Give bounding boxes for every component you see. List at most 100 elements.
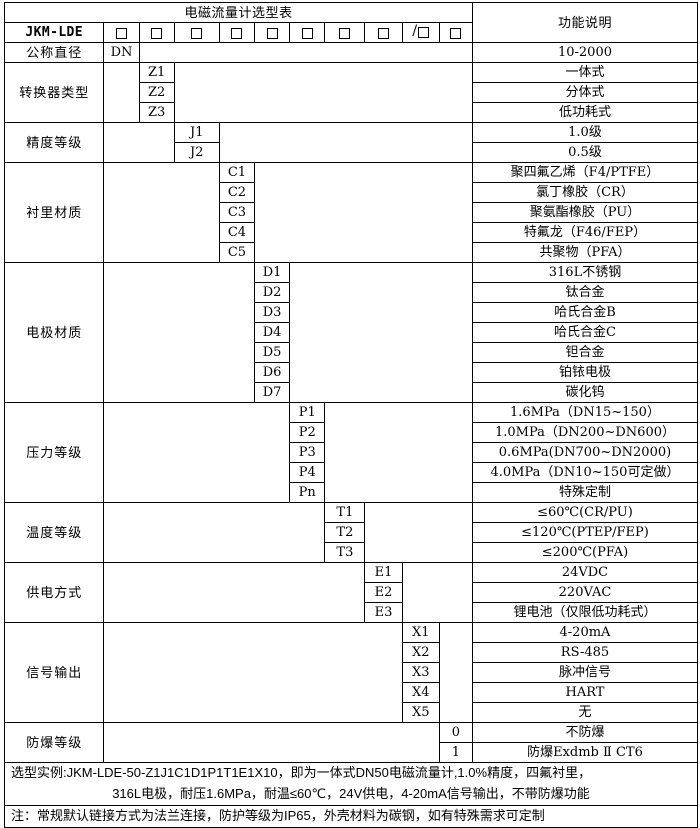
code-cell-x2[interactable]: X2	[401, 642, 440, 663]
model-code-cell-9[interactable]: /	[401, 22, 440, 43]
code-cell-z1[interactable]: Z1	[138, 62, 175, 83]
description-cell: ≤120℃(PTEP/FEP)	[471, 522, 699, 543]
model-code-cell-3[interactable]	[173, 22, 220, 43]
code-cell-x1[interactable]: X1	[401, 622, 440, 643]
spacer-left-10	[103, 722, 440, 763]
row-label-8: 供电方式	[3, 562, 105, 623]
code-cell-d7[interactable]: D7	[254, 382, 291, 403]
spacer-left-6	[103, 402, 291, 503]
code-cell-0[interactable]: 0	[438, 722, 473, 743]
code-cell-p3[interactable]: P3	[289, 442, 326, 463]
table-body: 电磁流量计选型表 功能说明 JKM-LDE / 公称直径 DN 10-2000 转换器类型 Z1…	[3, 2, 699, 763]
code-cell-d1[interactable]: D1	[254, 262, 291, 283]
code-cell-e3[interactable]: E3	[364, 602, 403, 623]
table-row: C3 聚氨酯橡胶（PU）	[5, 202, 699, 223]
row-label-4: 衬里材质	[3, 162, 105, 263]
code-cell-c5[interactable]: C5	[218, 242, 256, 263]
model-code-cell-10[interactable]	[438, 22, 473, 43]
slash-separator: /	[412, 23, 418, 40]
model-code-cell-7[interactable]	[324, 22, 366, 43]
spacer-left-7	[103, 502, 326, 563]
row-label-10: 防爆等级	[3, 722, 105, 763]
code-cell-c1[interactable]: C1	[218, 162, 256, 183]
code-cell-1[interactable]: 1	[438, 742, 473, 763]
spacer-right-5	[289, 262, 473, 403]
description-cell: 4.0MPa（DN10~150可定做）	[471, 462, 699, 483]
code-cell-pn[interactable]: Pn	[289, 482, 326, 503]
checkbox-8[interactable]	[378, 27, 390, 39]
description-cell: 无	[471, 702, 699, 723]
table-row: 压力等级 P1 1.6MPa（DN15~150）	[3, 402, 699, 503]
model-code-cell-2[interactable]	[138, 22, 175, 43]
description-cell: RS-485	[471, 642, 699, 663]
code-cell-t3[interactable]: T3	[324, 542, 366, 563]
example-line-2: 316L电极，耐压1.6MPa，耐温≤60℃，24V供电，4-20mA信号输出，…	[112, 785, 590, 801]
description-cell: 1.0MPa（DN200~DN600）	[471, 422, 699, 443]
spacer-right-3	[218, 122, 473, 163]
code-cell-p2[interactable]: P2	[289, 422, 326, 443]
table-row: 防爆等级 0 不防爆	[3, 722, 699, 763]
code-cell-c3[interactable]: C3	[218, 202, 256, 223]
code-cell-c2[interactable]: C2	[218, 182, 256, 203]
spacer-right-1	[138, 42, 473, 63]
model-code-cell-8[interactable]	[364, 22, 403, 43]
description-cell: 分体式	[471, 82, 699, 103]
checkbox-2[interactable]	[151, 27, 163, 39]
code-cell-x3[interactable]: X3	[401, 662, 440, 683]
description-cell: 220VAC	[471, 582, 699, 603]
description-cell: 脉冲信号	[471, 662, 699, 683]
checkbox-5[interactable]	[266, 27, 278, 39]
table-row: D7 碳化钨	[5, 382, 699, 403]
code-cell-e2[interactable]: E2	[364, 582, 403, 603]
code-cell-d6[interactable]: D6	[254, 362, 291, 383]
checkbox-3[interactable]	[191, 27, 203, 39]
code-cell-d3[interactable]: D3	[254, 302, 291, 323]
table-row: 温度等级 T1 ≤60℃(CR/PU)	[3, 502, 699, 563]
description-cell: 1.0级	[471, 122, 699, 143]
code-cell-dn[interactable]: DN	[103, 42, 140, 63]
code-cell-x4[interactable]: X4	[401, 682, 440, 703]
row-label-2: 转换器类型	[3, 62, 105, 123]
code-cell-p1[interactable]: P1	[289, 402, 326, 423]
code-cell-d5[interactable]: D5	[254, 342, 291, 363]
model-code-cell-4[interactable]	[218, 22, 256, 43]
code-cell-e1[interactable]: E1	[364, 562, 403, 583]
spacer-left-3	[103, 122, 175, 163]
description-cell: 防爆Exdmb Ⅱ CT6	[471, 742, 699, 763]
model-code-cell-6[interactable]	[289, 22, 326, 43]
code-cell-p4[interactable]: P4	[289, 462, 326, 483]
description-cell: ≤60℃(CR/PU)	[471, 502, 699, 523]
description-cell: ≤200℃(PFA)	[471, 542, 699, 563]
model-code-cell-1[interactable]	[103, 22, 140, 43]
description-cell: 哈氏合金C	[471, 322, 699, 343]
code-cell-c4[interactable]: C4	[218, 222, 256, 243]
spacer-left-4	[103, 162, 220, 263]
code-cell-t1[interactable]: T1	[324, 502, 366, 523]
model-code-cell-5[interactable]	[254, 22, 291, 43]
code-cell-x5[interactable]: X5	[401, 702, 440, 723]
code-cell-t2[interactable]: T2	[324, 522, 366, 543]
code-cell-z3[interactable]: Z3	[138, 102, 175, 123]
code-cell-d4[interactable]: D4	[254, 322, 291, 343]
description-cell: 0.6MPa(DN700~DN2000)	[471, 442, 699, 463]
description-cell: 不防爆	[471, 722, 699, 743]
spacer-right-6	[324, 402, 473, 503]
table-row: 供电方式 E1 24VDC	[3, 562, 699, 623]
code-cell-d2[interactable]: D2	[254, 282, 291, 303]
checkbox-6[interactable]	[301, 27, 313, 39]
code-cell-z2[interactable]: Z2	[138, 82, 175, 103]
row-label-5: 电极材质	[3, 262, 105, 403]
general-note: 注：常规默认链接方式为法兰连接，防护等级为IP65，外壳材料为碳钢，如有特殊需求…	[5, 804, 697, 827]
checkbox-4[interactable]	[231, 27, 243, 39]
checkbox-7[interactable]	[339, 27, 351, 39]
description-cell: 铂铱电极	[471, 362, 699, 383]
checkbox-10[interactable]	[450, 27, 462, 39]
description-cell: 钽合金	[471, 342, 699, 363]
code-cell-j1[interactable]: J1	[173, 122, 220, 143]
code-cell-j2[interactable]: J2	[173, 142, 220, 163]
checkbox-1[interactable]	[115, 27, 127, 39]
checkbox-9[interactable]	[418, 27, 430, 39]
description-cell: 共聚物（PFA）	[471, 242, 699, 263]
table-row: 电极材质 D1 316L不锈钢	[3, 262, 699, 403]
